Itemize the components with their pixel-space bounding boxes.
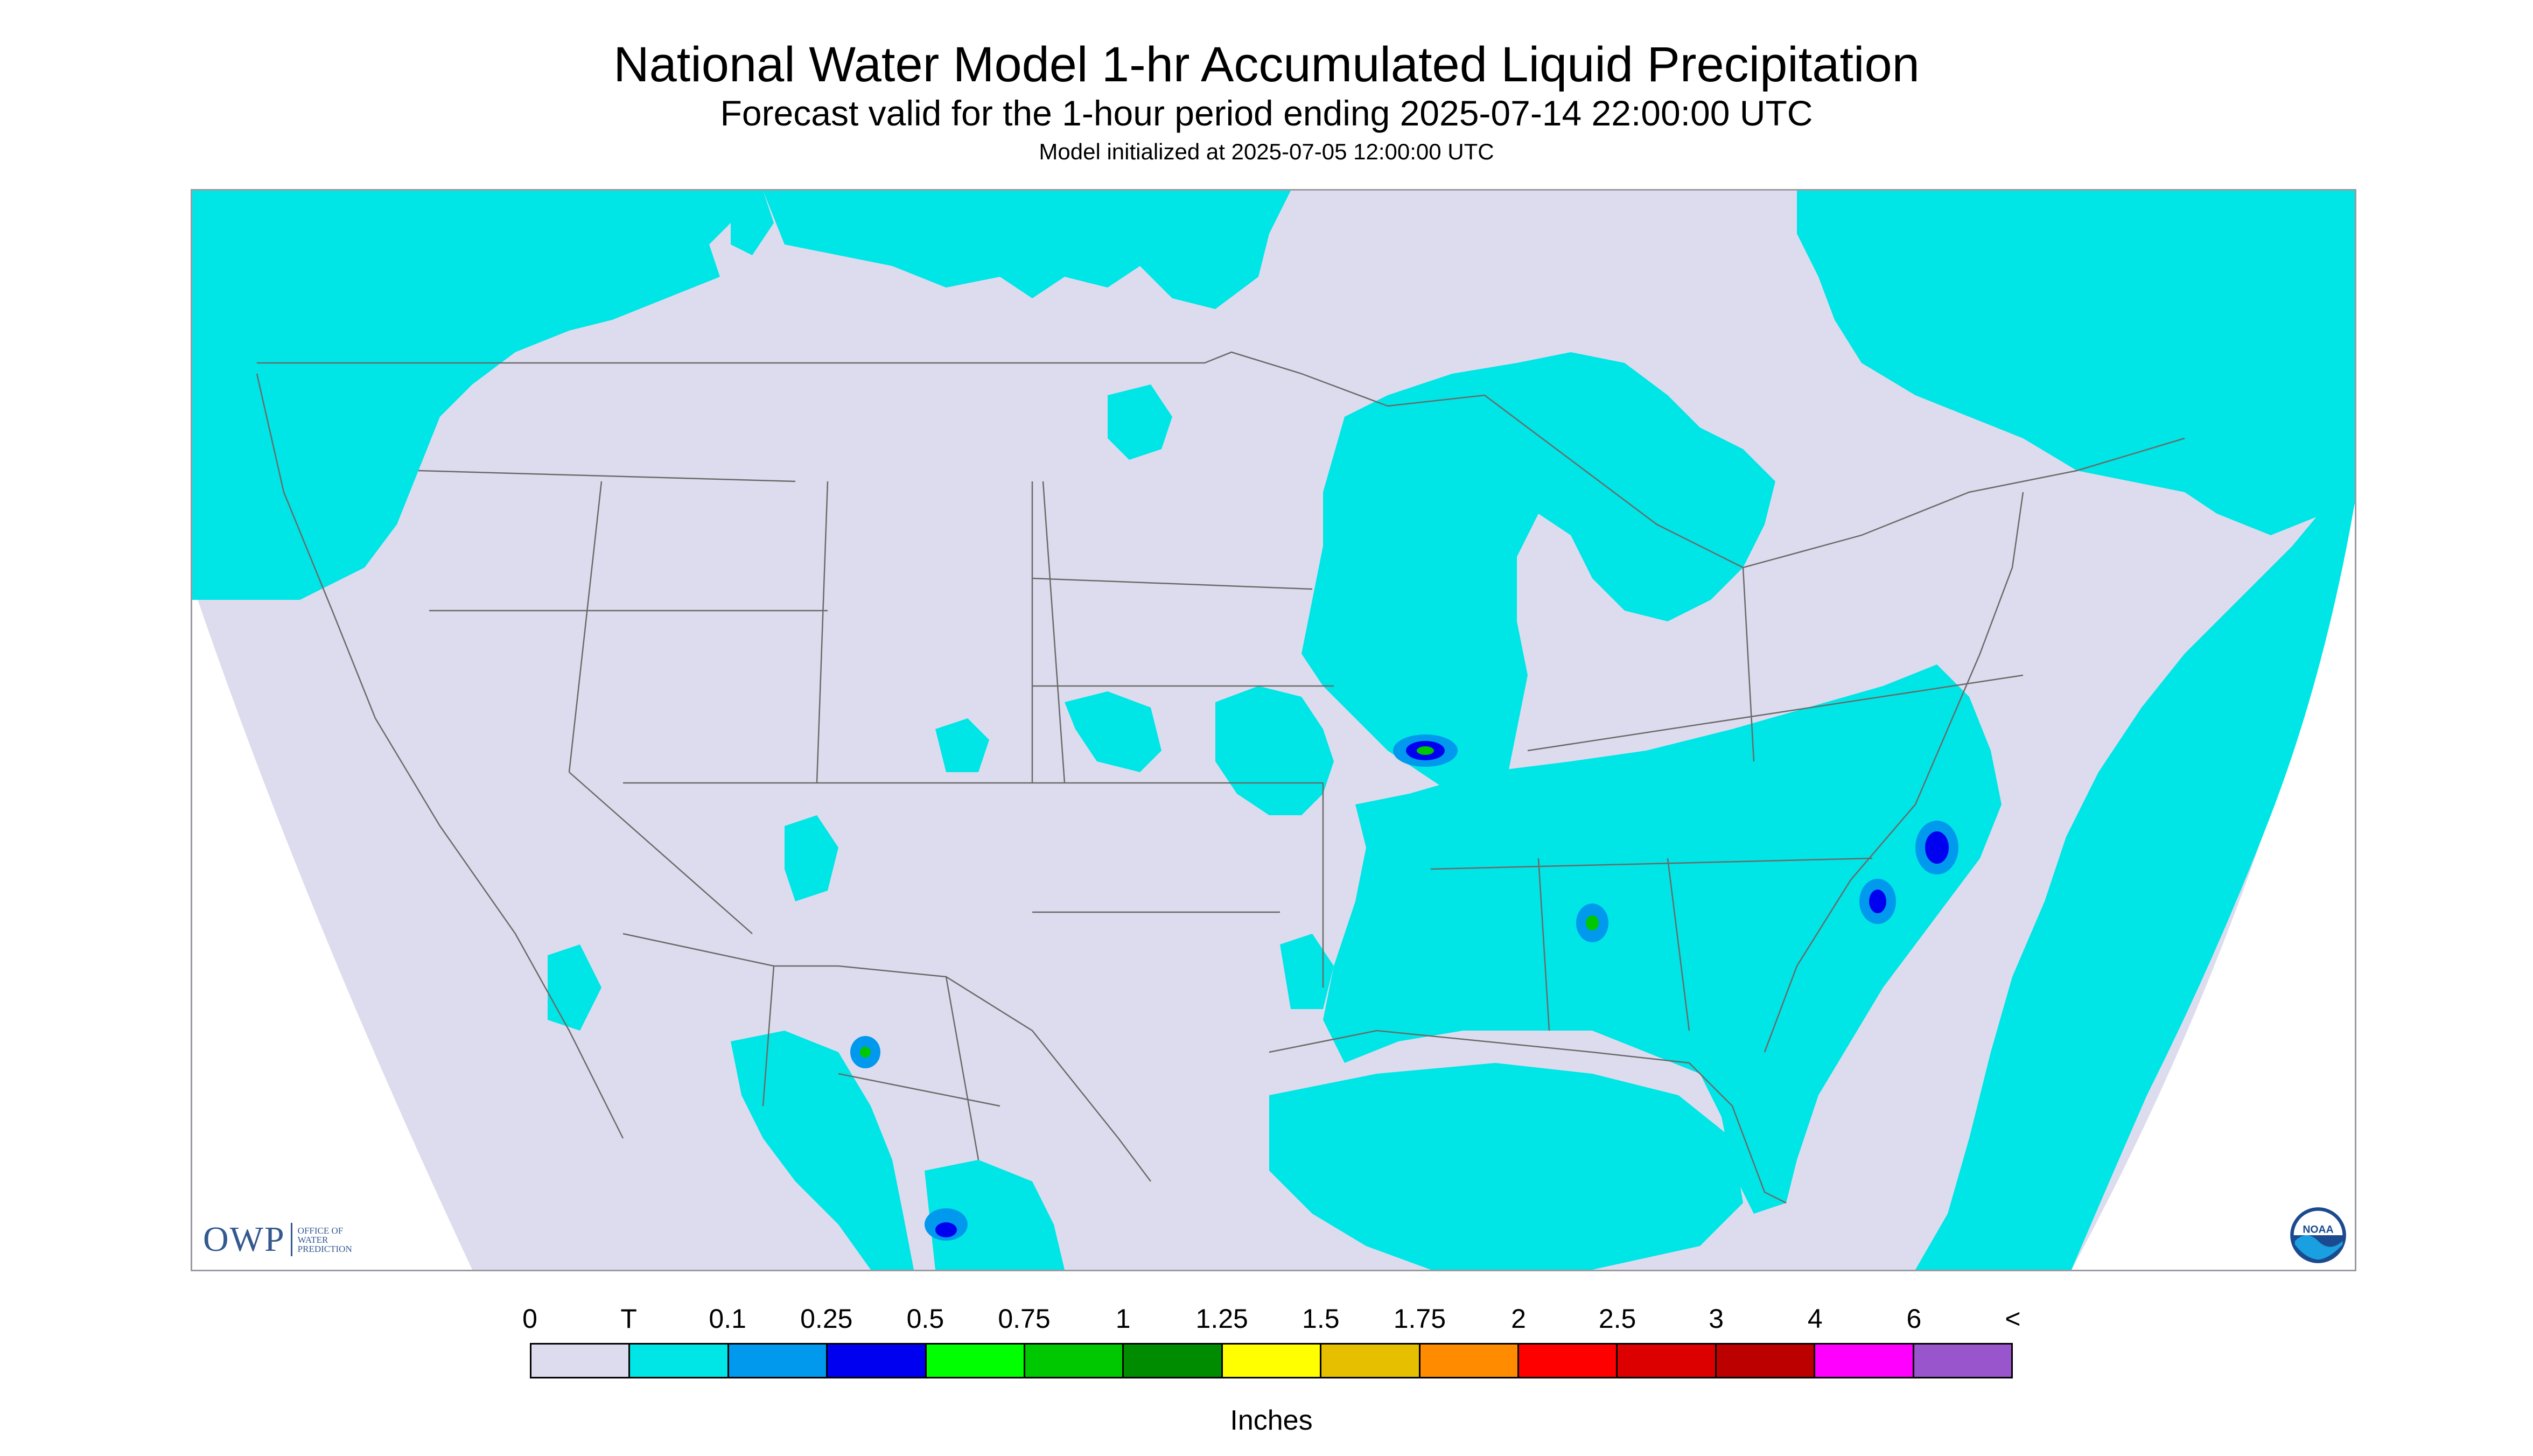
central-states — [1031, 481, 1334, 988]
model-init-line: Model initialized at 2025-07-05 12:00:00… — [1039, 139, 1494, 164]
east-coastline — [1764, 492, 2024, 1053]
legend-swatch — [729, 1345, 828, 1377]
map-title: National Water Model 1-hr Accumulated Li… — [613, 37, 1920, 92]
owp-logo-text: OFFICE OF WATER PREDICTION — [298, 1226, 352, 1254]
legend-swatch — [1025, 1345, 1124, 1377]
legend-swatch — [1222, 1345, 1322, 1377]
owp-logo: OWP OFFICE OF WATER PREDICTION — [203, 1219, 352, 1260]
legend-tick-label: 0.25 — [800, 1304, 853, 1334]
heavy-precip-cores — [860, 746, 1599, 1058]
great-lakes-precip — [1302, 352, 1775, 815]
legend-swatch — [1618, 1345, 1717, 1377]
great-plains-precip — [1065, 691, 1161, 772]
west-coastline — [256, 373, 624, 1139]
legend-swatch — [1914, 1345, 2012, 1377]
legend-tick-label: 0.5 — [906, 1304, 944, 1334]
legend-tick-label: 0 — [522, 1304, 537, 1334]
legend-swatch — [926, 1345, 1026, 1377]
baja-precip — [548, 944, 601, 1031]
legend-swatch — [828, 1345, 927, 1377]
pacific-northwest-precip — [192, 191, 731, 600]
legend-tick-label: 0.75 — [998, 1304, 1051, 1334]
southeast-precip — [1323, 664, 2002, 1214]
legend-tick-label: 1.5 — [1302, 1304, 1340, 1334]
legend-tick-label: 1.75 — [1393, 1304, 1446, 1334]
canada-west-precip — [731, 191, 774, 255]
legend-swatch — [1420, 1345, 1520, 1377]
legend-tick-label: 0.1 — [709, 1304, 746, 1334]
owp-logo-line-3: PREDICTION — [297, 1243, 352, 1254]
mexico-central-precip — [925, 1160, 1065, 1270]
canada-central-precip — [763, 191, 1291, 309]
legend-swatch — [630, 1345, 729, 1377]
mexico-west-precip — [731, 1031, 914, 1270]
legend-tick-label: 4 — [1807, 1304, 1823, 1334]
legend-swatch — [1716, 1345, 1816, 1377]
legend-tick-labels: 0 T 0.1 0.25 0.5 0.75 1 1.25 1.5 1.75 2 2.5 3 4 6 < — [522, 1303, 2021, 1341]
map-canvas — [192, 191, 2355, 1270]
plains-precip — [935, 718, 989, 772]
us-canada-border — [257, 351, 2185, 569]
precipitation-map[interactable]: OWP OFFICE OF WATER PREDICTION NOAA — [191, 189, 2356, 1271]
precipitation-legend: 0 T 0.1 0.25 0.5 0.75 1 1.25 1.5 1.75 2 2.5 3 4 6 < Inc… — [522, 1303, 2021, 1437]
owp-logo-mark: OWP — [203, 1220, 285, 1259]
legend-tick-label: T — [620, 1304, 637, 1334]
legend-swatch — [1321, 1345, 1421, 1377]
legend-tick-label: 6 — [1906, 1304, 1922, 1334]
legend-tick-label: 2 — [1511, 1304, 1526, 1334]
atlantic-coast-precip — [1915, 471, 2355, 1270]
eastern-states — [1430, 567, 2024, 1031]
map-subtitle: Forecast valid for the 1-hour period end… — [720, 93, 1813, 133]
texas-gulf-precip — [1280, 934, 1334, 1009]
mexico-states — [762, 965, 1000, 1160]
boundary-lines — [256, 351, 2185, 1204]
legend-swatch — [1815, 1345, 1914, 1377]
legend-swatch — [1519, 1345, 1618, 1377]
northeast-canada-precip — [1797, 191, 2355, 535]
gulf-coastline — [1269, 1030, 1787, 1204]
legend-tick-label: 3 — [1709, 1304, 1724, 1334]
legend-tick-label: 2.5 — [1598, 1304, 1636, 1334]
owp-logo-line-1: OFFICE OF — [297, 1225, 344, 1236]
noaa-logo-icon: NOAA — [2290, 1207, 2346, 1263]
southwest-precip — [785, 815, 838, 901]
legend-swatch — [531, 1345, 631, 1377]
legend-color-bar — [530, 1343, 2013, 1378]
legend-units: Inches — [1230, 1405, 1313, 1436]
owp-logo-divider — [290, 1223, 292, 1256]
legend-tick-label: 1 — [1115, 1304, 1131, 1334]
noaa-logo-text: NOAA — [2303, 1224, 2333, 1236]
legend-swatch — [1124, 1345, 1223, 1377]
legend-tick-label: < — [2005, 1304, 2021, 1334]
owp-logo-line-2: WATER — [297, 1234, 328, 1245]
gulf-precip — [1269, 1063, 1743, 1270]
west-states — [418, 470, 1066, 934]
dakotas-precip — [1108, 384, 1172, 460]
legend-tick-label: 1.25 — [1195, 1304, 1248, 1334]
